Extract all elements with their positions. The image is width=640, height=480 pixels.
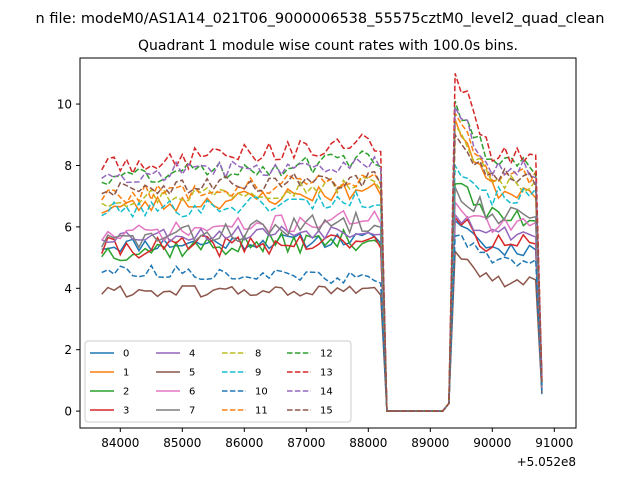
x-axis: 84000 85000 86000 87000 88000 89000 90000 91000 [101, 428, 573, 450]
legend-label: 11 [255, 406, 268, 417]
x-tick-label: 89000 [411, 436, 449, 450]
y-tick-label: 2 [64, 343, 72, 357]
x-tick-label: 90000 [473, 436, 511, 450]
legend-label: 13 [320, 368, 333, 379]
y-tick-label: 10 [57, 98, 72, 112]
legend-label: 2 [123, 387, 129, 398]
series-line-2 [101, 182, 543, 412]
legend-label: 12 [320, 349, 333, 360]
chart-title: Quadrant 1 module wise count rates with … [138, 38, 518, 54]
legend-label: 3 [123, 406, 129, 417]
legend-label: 10 [255, 387, 268, 398]
legend-label: 14 [320, 387, 333, 398]
legend-box [84, 340, 352, 423]
series-line-5 [101, 249, 543, 412]
series-line-1 [101, 119, 543, 412]
series-line-4 [101, 212, 543, 412]
series-layer [100, 73, 543, 412]
y-tick-label: 6 [64, 220, 72, 234]
y-tick-label: 8 [64, 159, 72, 173]
series-line-14 [101, 106, 543, 412]
legend-label: 5 [189, 368, 195, 379]
x-tick-label: 91000 [535, 436, 573, 450]
y-tick-label: 4 [64, 282, 72, 296]
legend-label: 15 [320, 406, 333, 417]
legend-label: 0 [123, 349, 129, 360]
series-line-9 [101, 162, 543, 412]
series-line-15 [101, 132, 543, 412]
x-offset-label: +5.052e8 [517, 455, 576, 469]
legend-label: 8 [255, 349, 261, 360]
series-line-11 [101, 110, 543, 412]
legend-label: 4 [189, 349, 195, 360]
y-axis: 0 2 4 6 8 10 [57, 98, 80, 419]
x-tick-label: 88000 [349, 436, 387, 450]
legend-label: 9 [255, 368, 261, 379]
x-tick-label: 84000 [101, 436, 139, 450]
series-line-10 [101, 233, 543, 412]
x-tick-label: 85000 [163, 436, 201, 450]
plot-frame [79, 57, 577, 429]
x-tick-label: 86000 [225, 436, 263, 450]
series-line-6 [101, 200, 543, 412]
legend-label: 6 [189, 387, 195, 398]
y-tick-label: 0 [64, 405, 72, 419]
x-tick-label: 87000 [287, 436, 325, 450]
legend-label: 7 [189, 406, 195, 417]
series-line-13 [101, 73, 543, 412]
legend-label: 1 [123, 368, 129, 379]
figure-suptitle: n file: modeM0/AS1A14_021T06_9000006538_… [36, 11, 605, 27]
series-line-3 [100, 215, 543, 412]
series-line-7 [101, 186, 543, 412]
